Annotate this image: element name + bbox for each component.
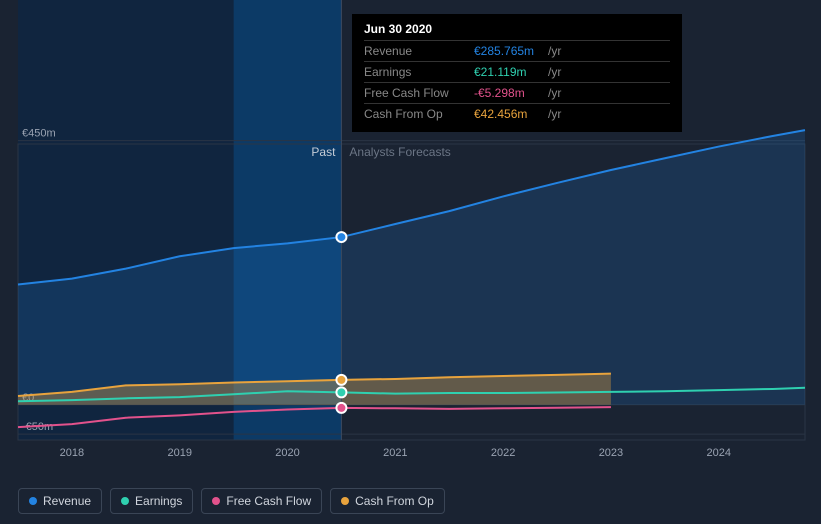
x-axis-tick-label: 2020 — [275, 447, 299, 459]
legend-item-earnings[interactable]: Earnings — [110, 488, 193, 514]
tooltip-row: Revenue€285.765m/yr — [364, 40, 670, 61]
legend: Revenue Earnings Free Cash Flow Cash From O… — [18, 488, 445, 514]
legend-item-revenue[interactable]: Revenue — [18, 488, 102, 514]
legend-item-label: Cash From Op — [355, 494, 434, 508]
legend-item-cash-from-op[interactable]: Cash From Op — [330, 488, 445, 514]
tooltip-row-label: Earnings — [364, 65, 474, 79]
past-section-label: Past — [311, 145, 336, 159]
hover-tooltip: Jun 30 2020 Revenue€285.765m/yrEarnings€… — [352, 14, 682, 132]
tooltip-row-suffix: /yr — [548, 44, 561, 58]
forecast-section-label: Analysts Forecasts — [349, 145, 450, 159]
tooltip-row-value: €21.119m — [474, 65, 544, 79]
x-axis-tick-label: 2021 — [383, 447, 407, 459]
tooltip-date: Jun 30 2020 — [364, 22, 670, 36]
tooltip-row-value: -€5.298m — [474, 86, 544, 100]
tooltip-row-suffix: /yr — [548, 86, 561, 100]
legend-item-label: Earnings — [135, 494, 182, 508]
x-axis-tick-label: 2018 — [60, 447, 84, 459]
legend-item-label: Free Cash Flow — [226, 494, 311, 508]
tooltip-row-value: €42.456m — [474, 107, 544, 121]
tooltip-marker-cash_from_op — [336, 375, 346, 385]
tooltip-row: Free Cash Flow-€5.298m/yr — [364, 82, 670, 103]
legend-dot-icon — [341, 497, 349, 505]
tooltip-marker-earnings — [336, 387, 346, 397]
x-axis-tick-label: 2024 — [707, 447, 731, 459]
tooltip-row-label: Cash From Op — [364, 107, 474, 121]
tooltip-row-label: Revenue — [364, 44, 474, 58]
tooltip-row-suffix: /yr — [548, 107, 561, 121]
x-axis-tick-label: 2019 — [167, 447, 191, 459]
tooltip-row-suffix: /yr — [548, 65, 561, 79]
legend-dot-icon — [212, 497, 220, 505]
x-axis-tick-label: 2023 — [599, 447, 623, 459]
tooltip-marker-free_cash_flow — [336, 403, 346, 413]
tooltip-row-label: Free Cash Flow — [364, 86, 474, 100]
tooltip-row: Cash From Op€42.456m/yr — [364, 103, 670, 124]
legend-dot-icon — [121, 497, 129, 505]
financial-line-chart: €450m€0-€50m2018201920202021202220232024… — [0, 0, 821, 524]
tooltip-row-value: €285.765m — [474, 44, 544, 58]
tooltip-row: Earnings€21.119m/yr — [364, 61, 670, 82]
y-axis-tick-label: €450m — [22, 128, 56, 140]
tooltip-marker-revenue — [336, 232, 346, 242]
legend-dot-icon — [29, 497, 37, 505]
legend-item-label: Revenue — [43, 494, 91, 508]
x-axis-tick-label: 2022 — [491, 447, 515, 459]
legend-item-free-cash-flow[interactable]: Free Cash Flow — [201, 488, 322, 514]
